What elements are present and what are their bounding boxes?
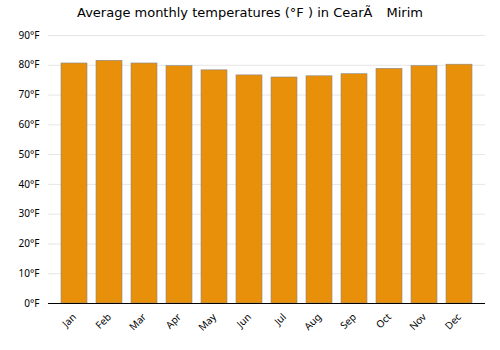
svg-text:40°F: 40°F [19,177,40,191]
svg-text:Jan: Jan [58,310,79,331]
svg-text:Dec: Dec [441,310,464,333]
svg-text:Nov: Nov [406,309,430,333]
svg-text:90°F: 90°F [19,28,40,42]
svg-text:0°F: 0°F [24,296,39,310]
svg-text:Mar: Mar [126,310,149,333]
svg-text:Aug: Aug [301,310,324,333]
svg-text:20°F: 20°F [19,236,40,250]
svg-text:30°F: 30°F [19,206,40,220]
svg-text:10°F: 10°F [19,266,40,280]
svg-text:80°F: 80°F [19,57,40,71]
svg-text:Jul: Jul [270,310,289,329]
svg-text:Apr: Apr [162,310,184,332]
svg-text:70°F: 70°F [19,87,40,101]
svg-text:May: May [195,309,220,334]
html-text:Average monthly temperatures (: Average monthly temperatures (°F ) in Ce… [77,5,423,20]
svg-text:50°F: 50°F [19,147,40,161]
svg-text:Feb: Feb [92,310,114,332]
svg-text:Sep: Sep [337,310,359,332]
svg-text:Oct: Oct [373,310,395,332]
svg-text:Jun: Jun [233,310,254,331]
svg-text:60°F: 60°F [19,117,40,131]
